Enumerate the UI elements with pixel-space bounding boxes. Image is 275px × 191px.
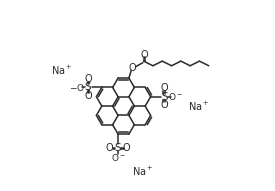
- Text: O: O: [84, 91, 92, 101]
- Text: O: O: [129, 63, 137, 73]
- Text: Na$^+$: Na$^+$: [51, 64, 72, 77]
- Text: S: S: [161, 92, 168, 102]
- Text: O: O: [123, 143, 130, 153]
- Text: S: S: [84, 82, 91, 92]
- Text: S: S: [115, 143, 121, 153]
- Text: $-$O: $-$O: [69, 82, 85, 93]
- Text: O: O: [84, 74, 92, 84]
- Text: O: O: [106, 143, 113, 153]
- Text: Na$^+$: Na$^+$: [132, 164, 154, 178]
- Text: O$^-$: O$^-$: [168, 91, 183, 102]
- Text: O: O: [161, 100, 168, 110]
- Text: O$^-$: O$^-$: [111, 152, 126, 163]
- Text: O: O: [141, 50, 148, 60]
- Text: O: O: [161, 83, 168, 93]
- Text: Na$^+$: Na$^+$: [188, 100, 210, 112]
